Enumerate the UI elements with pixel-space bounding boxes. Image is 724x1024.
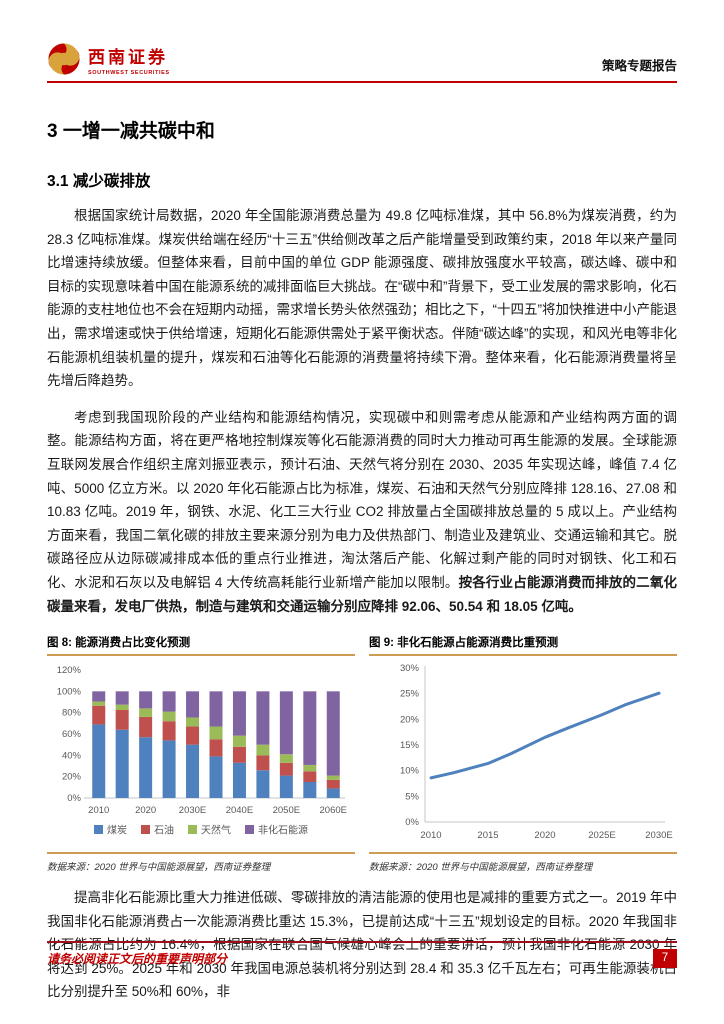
header-divider — [47, 81, 677, 83]
svg-text:2060E: 2060E — [320, 805, 347, 816]
svg-text:2010: 2010 — [88, 805, 109, 816]
figure-9-top-rule — [369, 654, 677, 657]
fig8-chart: 0% 20% 40% 60% 80% 100% 120% 2010 2020 2030E 2040E… — [57, 665, 347, 837]
svg-text:天然气: 天然气 — [201, 824, 231, 837]
svg-text:80%: 80% — [62, 708, 82, 719]
svg-text:30%: 30% — [400, 663, 420, 674]
svg-text:2025E: 2025E — [588, 830, 615, 841]
figure-8-title: 图 8: 能源消费占比变化预测 — [47, 637, 191, 650]
paragraph-2-normal: 考虑到我国现阶段的产业结构和能源结构情况，实现碳中和则需考虑从能源和产业结构两方… — [47, 409, 677, 590]
report-body: 3 一增一减共碳中和 3.1 减少碳排放 根据国家统计局数据，2020 年全国能… — [0, 116, 724, 1004]
svg-text:20%: 20% — [400, 714, 420, 725]
paragraph-2: 考虑到我国现阶段的产业结构和能源结构情况，实现碳中和则需考虑从能源和产业结构两方… — [47, 406, 677, 618]
svg-text:2015: 2015 — [477, 830, 498, 841]
svg-text:100%: 100% — [57, 686, 82, 697]
report-type-label: 策略专题报告 — [601, 59, 677, 73]
page-number-badge: 7 — [653, 949, 677, 968]
svg-text:2030E: 2030E — [179, 805, 206, 816]
figure-8-source: 数据来源：2020 世界与中国能源展望，西南证券整理 — [47, 862, 271, 874]
svg-text:15%: 15% — [400, 740, 420, 751]
figure-8-bottom-rule — [47, 852, 355, 855]
svg-text:2020: 2020 — [534, 830, 555, 841]
svg-text:60%: 60% — [62, 729, 82, 740]
svg-text:2030E: 2030E — [645, 830, 672, 841]
page-header: 西南证券 SOUTHWEST SECURITIES 策略专题报告 — [0, 0, 724, 83]
paragraph-1: 根据国家统计局数据，2020 年全国能源消费总量为 49.8 亿吨标准煤，其中 … — [47, 208, 677, 389]
svg-text:120%: 120% — [57, 665, 82, 676]
section-title: 3 一增一减共碳中和 — [47, 121, 215, 142]
svg-text:0%: 0% — [67, 793, 81, 804]
figure-9-bottom-rule — [369, 852, 677, 855]
svg-text:煤炭: 煤炭 — [107, 824, 127, 837]
brand: 西南证券 SOUTHWEST SECURITIES — [47, 42, 170, 76]
company-logo-icon — [48, 43, 80, 75]
svg-text:5%: 5% — [405, 791, 419, 802]
figure-9: 图 9: 非化石能源占能源消费比重预测 0% 5% 10% 15% 20% 25% 30% 2… — [369, 634, 677, 873]
brand-name-en: SOUTHWEST SECURITIES — [88, 69, 170, 76]
svg-text:0%: 0% — [405, 817, 419, 828]
footer-divider — [47, 941, 677, 943]
page-footer: 请务必阅读正文后的重要声明部分 7 — [47, 941, 677, 968]
figure-9-title: 图 9: 非化石能源占能源消费比重预测 — [369, 637, 559, 650]
svg-text:非化石能源: 非化石能源 — [258, 824, 308, 837]
svg-text:2010: 2010 — [420, 830, 441, 841]
figures-row: 图 8: 能源消费占比变化预测 0% 20% 40% 60% 80% 100% 120% 20… — [47, 634, 677, 873]
figure-8-top-rule — [47, 654, 355, 657]
footer-disclaimer: 请务必阅读正文后的重要声明部分 — [47, 952, 228, 966]
svg-text:20%: 20% — [62, 772, 82, 783]
svg-text:25%: 25% — [400, 689, 420, 700]
brand-name-cn: 西南证券 — [88, 47, 168, 67]
svg-text:10%: 10% — [400, 766, 420, 777]
fig9-chart: 0% 5% 10% 15% 20% 25% 30% 2010 2015 2020 2025E 2030… — [400, 663, 673, 841]
paragraph-2-bold: 按各行业占能源消费而排放的二氧化碳量来看，发电厂供热，制造与建筑和交通运输分别应… — [47, 574, 678, 614]
svg-text:40%: 40% — [62, 750, 82, 761]
svg-text:2020: 2020 — [135, 805, 156, 816]
subsection-title: 3.1 减少碳排放 — [47, 173, 151, 190]
svg-text:2050E: 2050E — [273, 805, 300, 816]
svg-text:石油: 石油 — [154, 824, 174, 837]
figure-9-source: 数据来源：2020 世界与中国能源展望，西南证券整理 — [369, 862, 593, 874]
figure-8: 图 8: 能源消费占比变化预测 0% 20% 40% 60% 80% 100% 120% 20… — [47, 634, 355, 873]
svg-text:2040E: 2040E — [226, 805, 253, 816]
